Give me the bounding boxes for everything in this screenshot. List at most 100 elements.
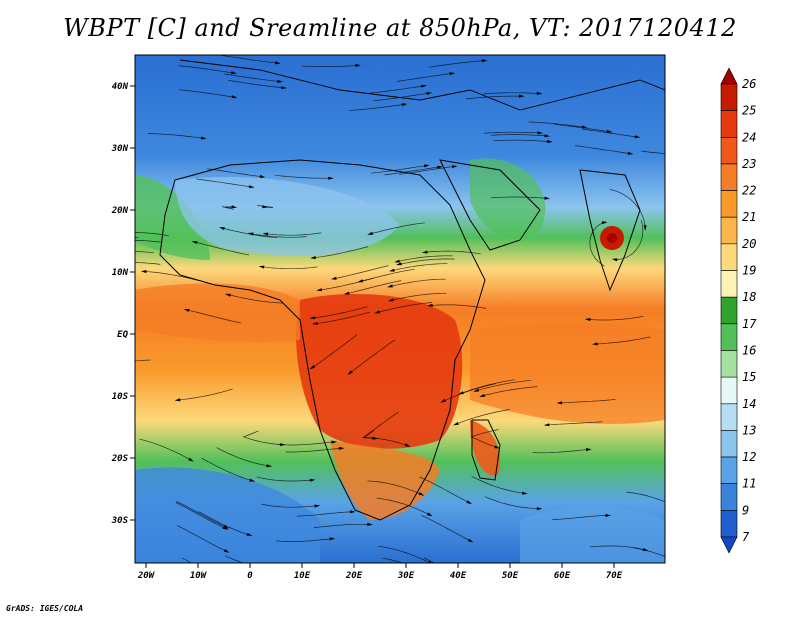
streamline-arrow <box>437 165 443 169</box>
colorbar-label: 24 <box>742 130 756 144</box>
streamline-arrow <box>547 139 553 143</box>
streamline <box>471 476 525 494</box>
streamline-arrow <box>110 232 116 235</box>
lon-label: 10E <box>294 571 311 581</box>
colorbar-segment <box>720 510 738 538</box>
streamline <box>135 251 154 253</box>
streamline <box>296 511 353 517</box>
streamline <box>265 232 322 236</box>
streamline <box>135 232 170 237</box>
streamline-arrow <box>338 446 345 450</box>
lat-label: 20N <box>111 206 129 216</box>
streamline-arrow <box>262 232 269 236</box>
lon-label: 0 <box>247 571 253 581</box>
streamline <box>626 491 665 503</box>
streamline-arrow <box>248 185 255 189</box>
colorbar-label: 9 <box>742 503 749 517</box>
streamline-arrow <box>102 263 108 266</box>
streamline <box>589 545 646 551</box>
streamline <box>476 379 532 392</box>
streamline-arrow <box>249 478 256 482</box>
streamline <box>587 315 644 321</box>
streamline-arrow <box>174 398 181 402</box>
streamline-arrow <box>389 268 395 272</box>
streamline <box>186 309 242 324</box>
field-southwest-blue <box>135 467 320 563</box>
grads-credit: GrADS: IGES/COLA <box>6 604 84 613</box>
map-title: WBPT [C] and Sreamline at 850hPa, VT: 20… <box>63 14 737 42</box>
streamline <box>177 525 227 552</box>
streamline-arrow <box>544 134 551 138</box>
streamline-arrow <box>92 362 98 365</box>
streamline <box>348 103 405 111</box>
streamline <box>274 174 331 179</box>
streamline-arrow <box>231 205 238 209</box>
streamline-arrow <box>423 164 430 168</box>
streamline <box>581 128 638 138</box>
streamline-arrow <box>372 436 378 440</box>
streamline-arrow <box>677 506 683 510</box>
streamline-arrow <box>421 250 428 254</box>
colorbar-segment <box>720 403 738 431</box>
streamline-arrow <box>695 154 701 157</box>
map-panel <box>92 55 701 567</box>
colorbar-label: 11 <box>742 477 756 491</box>
lon-label: 20W <box>137 571 156 581</box>
colorbar-label: 14 <box>742 397 756 411</box>
field-west-green <box>135 175 210 260</box>
streamline-arrow <box>544 196 550 200</box>
colorbar-segment <box>720 456 738 485</box>
streamline <box>419 476 470 504</box>
colorbar-label: 20 <box>742 237 756 251</box>
streamline <box>311 334 358 369</box>
colorbar-label: 26 <box>742 77 756 91</box>
colorbar-label: 22 <box>742 184 756 198</box>
streamline-arrow <box>601 221 608 225</box>
streamline <box>221 227 278 238</box>
streamline <box>377 545 431 563</box>
streamline <box>455 409 510 425</box>
streamline-arrow <box>458 391 464 395</box>
streamline <box>396 255 453 262</box>
streamline <box>382 557 405 563</box>
streamline <box>178 89 235 98</box>
streamline <box>552 515 609 521</box>
streamline <box>470 429 499 448</box>
colorbar-label: 18 <box>742 290 756 304</box>
streamline-arrow <box>682 563 688 567</box>
streamline <box>484 131 541 134</box>
streamline <box>373 92 430 102</box>
streamline-arrow <box>627 151 634 155</box>
streamline-arrow <box>605 513 612 517</box>
streamline-arrow <box>536 91 543 95</box>
streamline-arrow <box>331 440 338 444</box>
coastline-madagascar <box>471 419 501 481</box>
streamline <box>428 60 485 68</box>
streamline-arrow <box>309 365 316 370</box>
streamline-arrow <box>611 258 618 262</box>
streamline-arrow <box>453 421 459 426</box>
streamline <box>250 233 307 238</box>
streamline <box>421 514 471 542</box>
streamline-arrow <box>401 103 408 107</box>
streamline-arrow <box>418 492 425 496</box>
streamline-arrow <box>449 72 456 76</box>
lat-label: 20S <box>111 454 129 464</box>
streamline-arrow <box>225 293 231 297</box>
colorbar-segment <box>720 216 738 245</box>
colorbar-label: 21 <box>742 210 756 224</box>
streamline-arrow <box>188 457 194 462</box>
streamline <box>285 447 342 453</box>
streamline-arrow <box>200 136 207 140</box>
lon-label: 70E <box>606 571 623 581</box>
streamline-arrow <box>404 443 411 447</box>
streamline-arrow <box>479 393 485 397</box>
streamline-arrow <box>309 316 316 320</box>
streamline <box>399 166 455 175</box>
streamline-arrow <box>556 401 563 405</box>
streamline <box>176 501 227 528</box>
streamline-arrow <box>183 308 190 312</box>
colorbar-segment <box>720 163 738 191</box>
streamline <box>398 258 455 265</box>
streamline <box>424 250 481 255</box>
